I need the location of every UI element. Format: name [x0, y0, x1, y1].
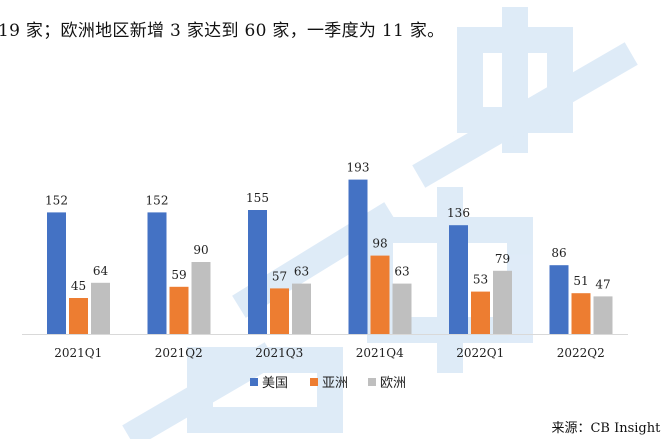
value-label-us-2022Q1: 136 [447, 206, 470, 220]
value-label-asia-2021Q3: 57 [272, 269, 287, 283]
legend-label-us: 美国 [262, 376, 288, 391]
bar-europe-2021Q2 [191, 262, 211, 334]
legend-swatch-europe [368, 378, 376, 386]
bar-asia-2021Q1 [69, 298, 88, 334]
bar-asia-2021Q3 [270, 288, 289, 334]
bar-europe-2021Q3 [292, 283, 311, 334]
bar-us-2022Q1 [449, 225, 468, 334]
value-label-asia-2021Q1: 45 [71, 279, 86, 293]
bar-asia-2021Q4 [370, 255, 390, 334]
value-label-us-2021Q4: 193 [347, 161, 370, 175]
bar-europe-2022Q1 [493, 270, 512, 334]
bar-asia-2022Q2 [571, 293, 591, 334]
category-label-2021Q3: 2021Q3 [255, 346, 303, 360]
category-label-2022Q2: 2022Q2 [557, 346, 605, 360]
category-labels-group: 2021Q1 2021Q2 2021Q3 2021Q4 2022Q1 2022Q2 [54, 346, 605, 360]
legend: 美国 亚洲 欧洲 [250, 376, 406, 391]
category-label-2021Q1: 2021Q1 [54, 346, 102, 360]
bar-us-2021Q4 [348, 179, 368, 334]
value-label-europe-2022Q2: 47 [595, 277, 610, 291]
value-label-europe-2021Q2: 90 [193, 243, 208, 257]
bar-asia-2021Q2 [169, 286, 189, 334]
value-label-asia-2022Q1: 53 [473, 273, 488, 287]
value-label-asia-2022Q2: 51 [573, 274, 588, 288]
value-label-us-2022Q2: 86 [551, 246, 566, 260]
source-note: 来源：CB Insights [551, 421, 661, 436]
value-label-asia-2021Q4: 98 [372, 237, 387, 251]
value-label-asia-2021Q2: 59 [171, 268, 186, 282]
legend-swatch-us [250, 378, 258, 386]
bar-europe-2021Q4 [392, 283, 412, 334]
legend-label-europe: 欧洲 [380, 376, 406, 391]
bars-group [47, 179, 613, 334]
value-label-us-2021Q2: 152 [146, 193, 169, 207]
value-label-europe-2021Q1: 64 [93, 264, 109, 278]
value-label-europe-2021Q3: 63 [294, 265, 309, 279]
bar-us-2021Q3 [248, 210, 267, 334]
intro-paragraph: 19 家；欧洲地区新增 3 家达到 60 家，一季度为 11 家。 [0, 21, 445, 41]
bar-europe-2021Q1 [91, 282, 110, 334]
category-label-2021Q2: 2021Q2 [155, 346, 203, 360]
value-label-europe-2021Q4: 63 [394, 265, 409, 279]
value-label-us-2021Q3: 155 [246, 191, 269, 205]
bar-asia-2022Q1 [471, 291, 490, 334]
value-labels-group: 152 45 64 152 59 90 155 57 63 193 98 63 136 53 79 86 51 4… [45, 161, 611, 293]
category-label-2021Q4: 2021Q4 [356, 346, 404, 360]
bar-us-2022Q2 [549, 265, 569, 334]
value-label-us-2021Q1: 152 [45, 193, 68, 207]
category-label-2022Q1: 2022Q1 [456, 346, 504, 360]
legend-swatch-asia [310, 378, 318, 386]
value-label-europe-2022Q1: 79 [495, 252, 510, 266]
bar-us-2021Q1 [47, 212, 66, 334]
bar-europe-2022Q2 [593, 296, 613, 334]
bar-us-2021Q2 [147, 212, 167, 334]
legend-label-asia: 亚洲 [322, 376, 348, 391]
